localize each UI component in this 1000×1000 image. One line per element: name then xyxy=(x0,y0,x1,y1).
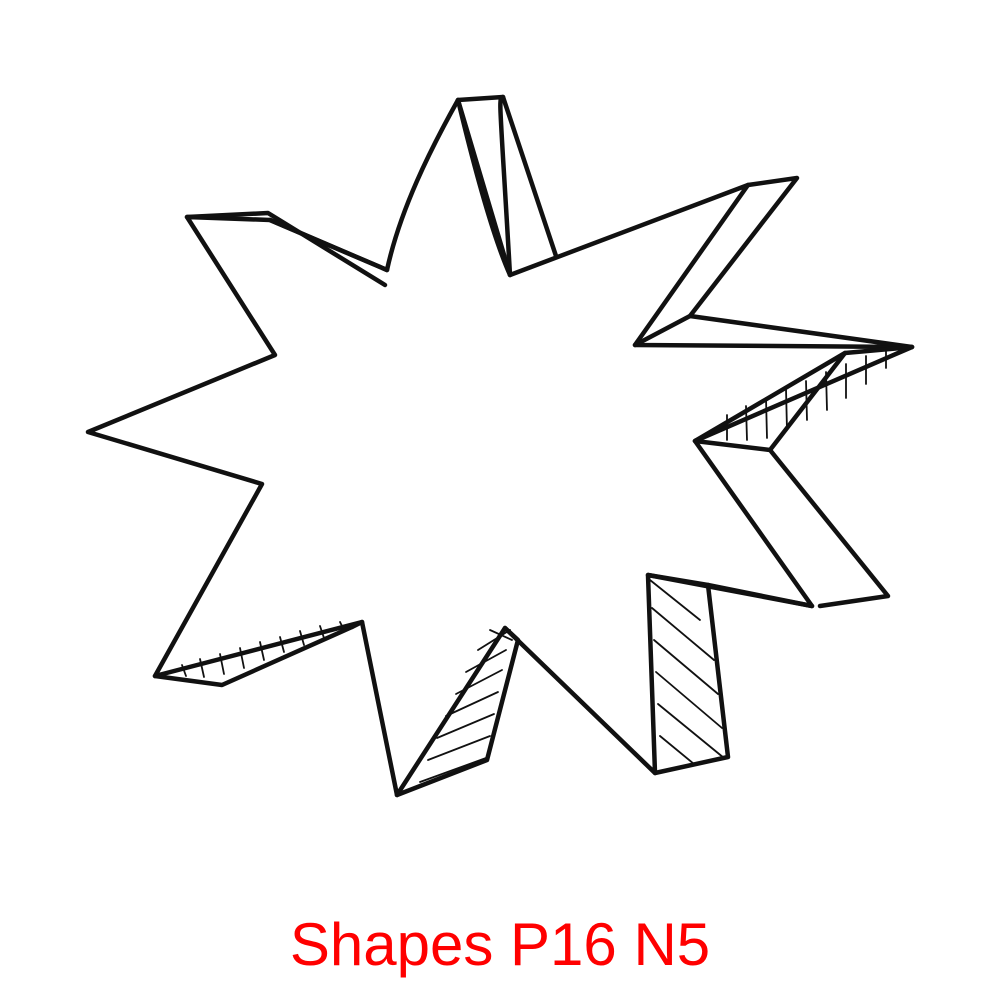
shape-caption: Shapes P16 N5 xyxy=(289,911,711,978)
hatch-face-bottom-left xyxy=(419,629,513,783)
starburst-outline xyxy=(85,97,915,798)
hatch-face-bottom-right xyxy=(649,579,725,765)
extrusion-lines xyxy=(152,94,915,798)
starburst-drawing xyxy=(85,94,915,798)
